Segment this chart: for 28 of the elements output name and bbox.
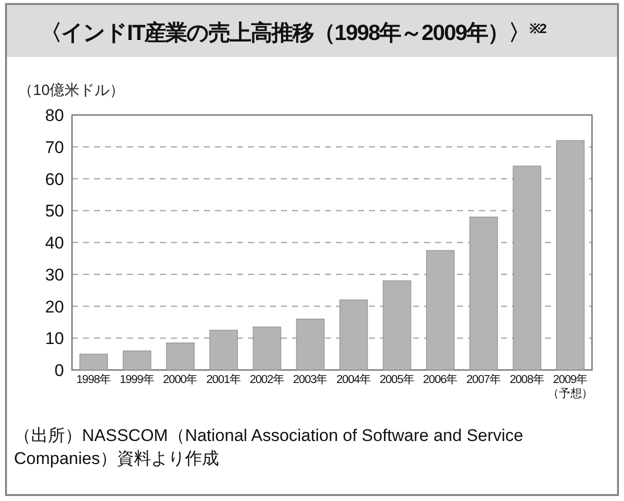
chart-title: 〈インドIT産業の売上高推移（1998年～2009年）〉$^{※2}$ bbox=[40, 20, 546, 45]
y-tick-label: 50 bbox=[45, 202, 64, 221]
x-tick-label: 2004年 bbox=[335, 374, 372, 388]
y-tick-label: 80 bbox=[45, 106, 64, 125]
y-tick-label: 60 bbox=[45, 170, 64, 189]
x-tick-label: 2000年 bbox=[162, 374, 199, 388]
x-tick-label: 2006年 bbox=[422, 374, 459, 388]
bar bbox=[166, 342, 194, 370]
y-tick-label: 0 bbox=[54, 361, 64, 380]
y-tick-label: 40 bbox=[45, 234, 64, 252]
x-tick-label: 2002年 bbox=[248, 374, 286, 388]
x-tick-label: 1999年 bbox=[118, 374, 156, 388]
bar bbox=[556, 140, 584, 370]
bar bbox=[122, 350, 152, 370]
bar bbox=[80, 354, 108, 370]
y-tick-label: 70 bbox=[45, 138, 64, 157]
x-tick-label: 2008年 bbox=[508, 374, 546, 388]
x-tick-label: 2005年 bbox=[378, 374, 416, 388]
y-tick-label: 30 bbox=[45, 265, 64, 284]
x-tick-label: 2007年 bbox=[465, 374, 502, 388]
y-tick-label: 10 bbox=[45, 329, 64, 348]
x-tick-label: 2009年（予想） bbox=[546, 374, 594, 402]
x-tick-label: 2001年 bbox=[205, 374, 242, 388]
x-tick-label: 2003年 bbox=[292, 374, 329, 388]
y-tick-label: 20 bbox=[45, 297, 64, 316]
y-axis-title: （10億米ドル） bbox=[18, 82, 125, 99]
text: （出所）NASSCOM（National Association of Software and Service Companies）資料より作成 bbox=[14, 425, 524, 470]
x-tick-label: 1998年 bbox=[75, 374, 112, 388]
